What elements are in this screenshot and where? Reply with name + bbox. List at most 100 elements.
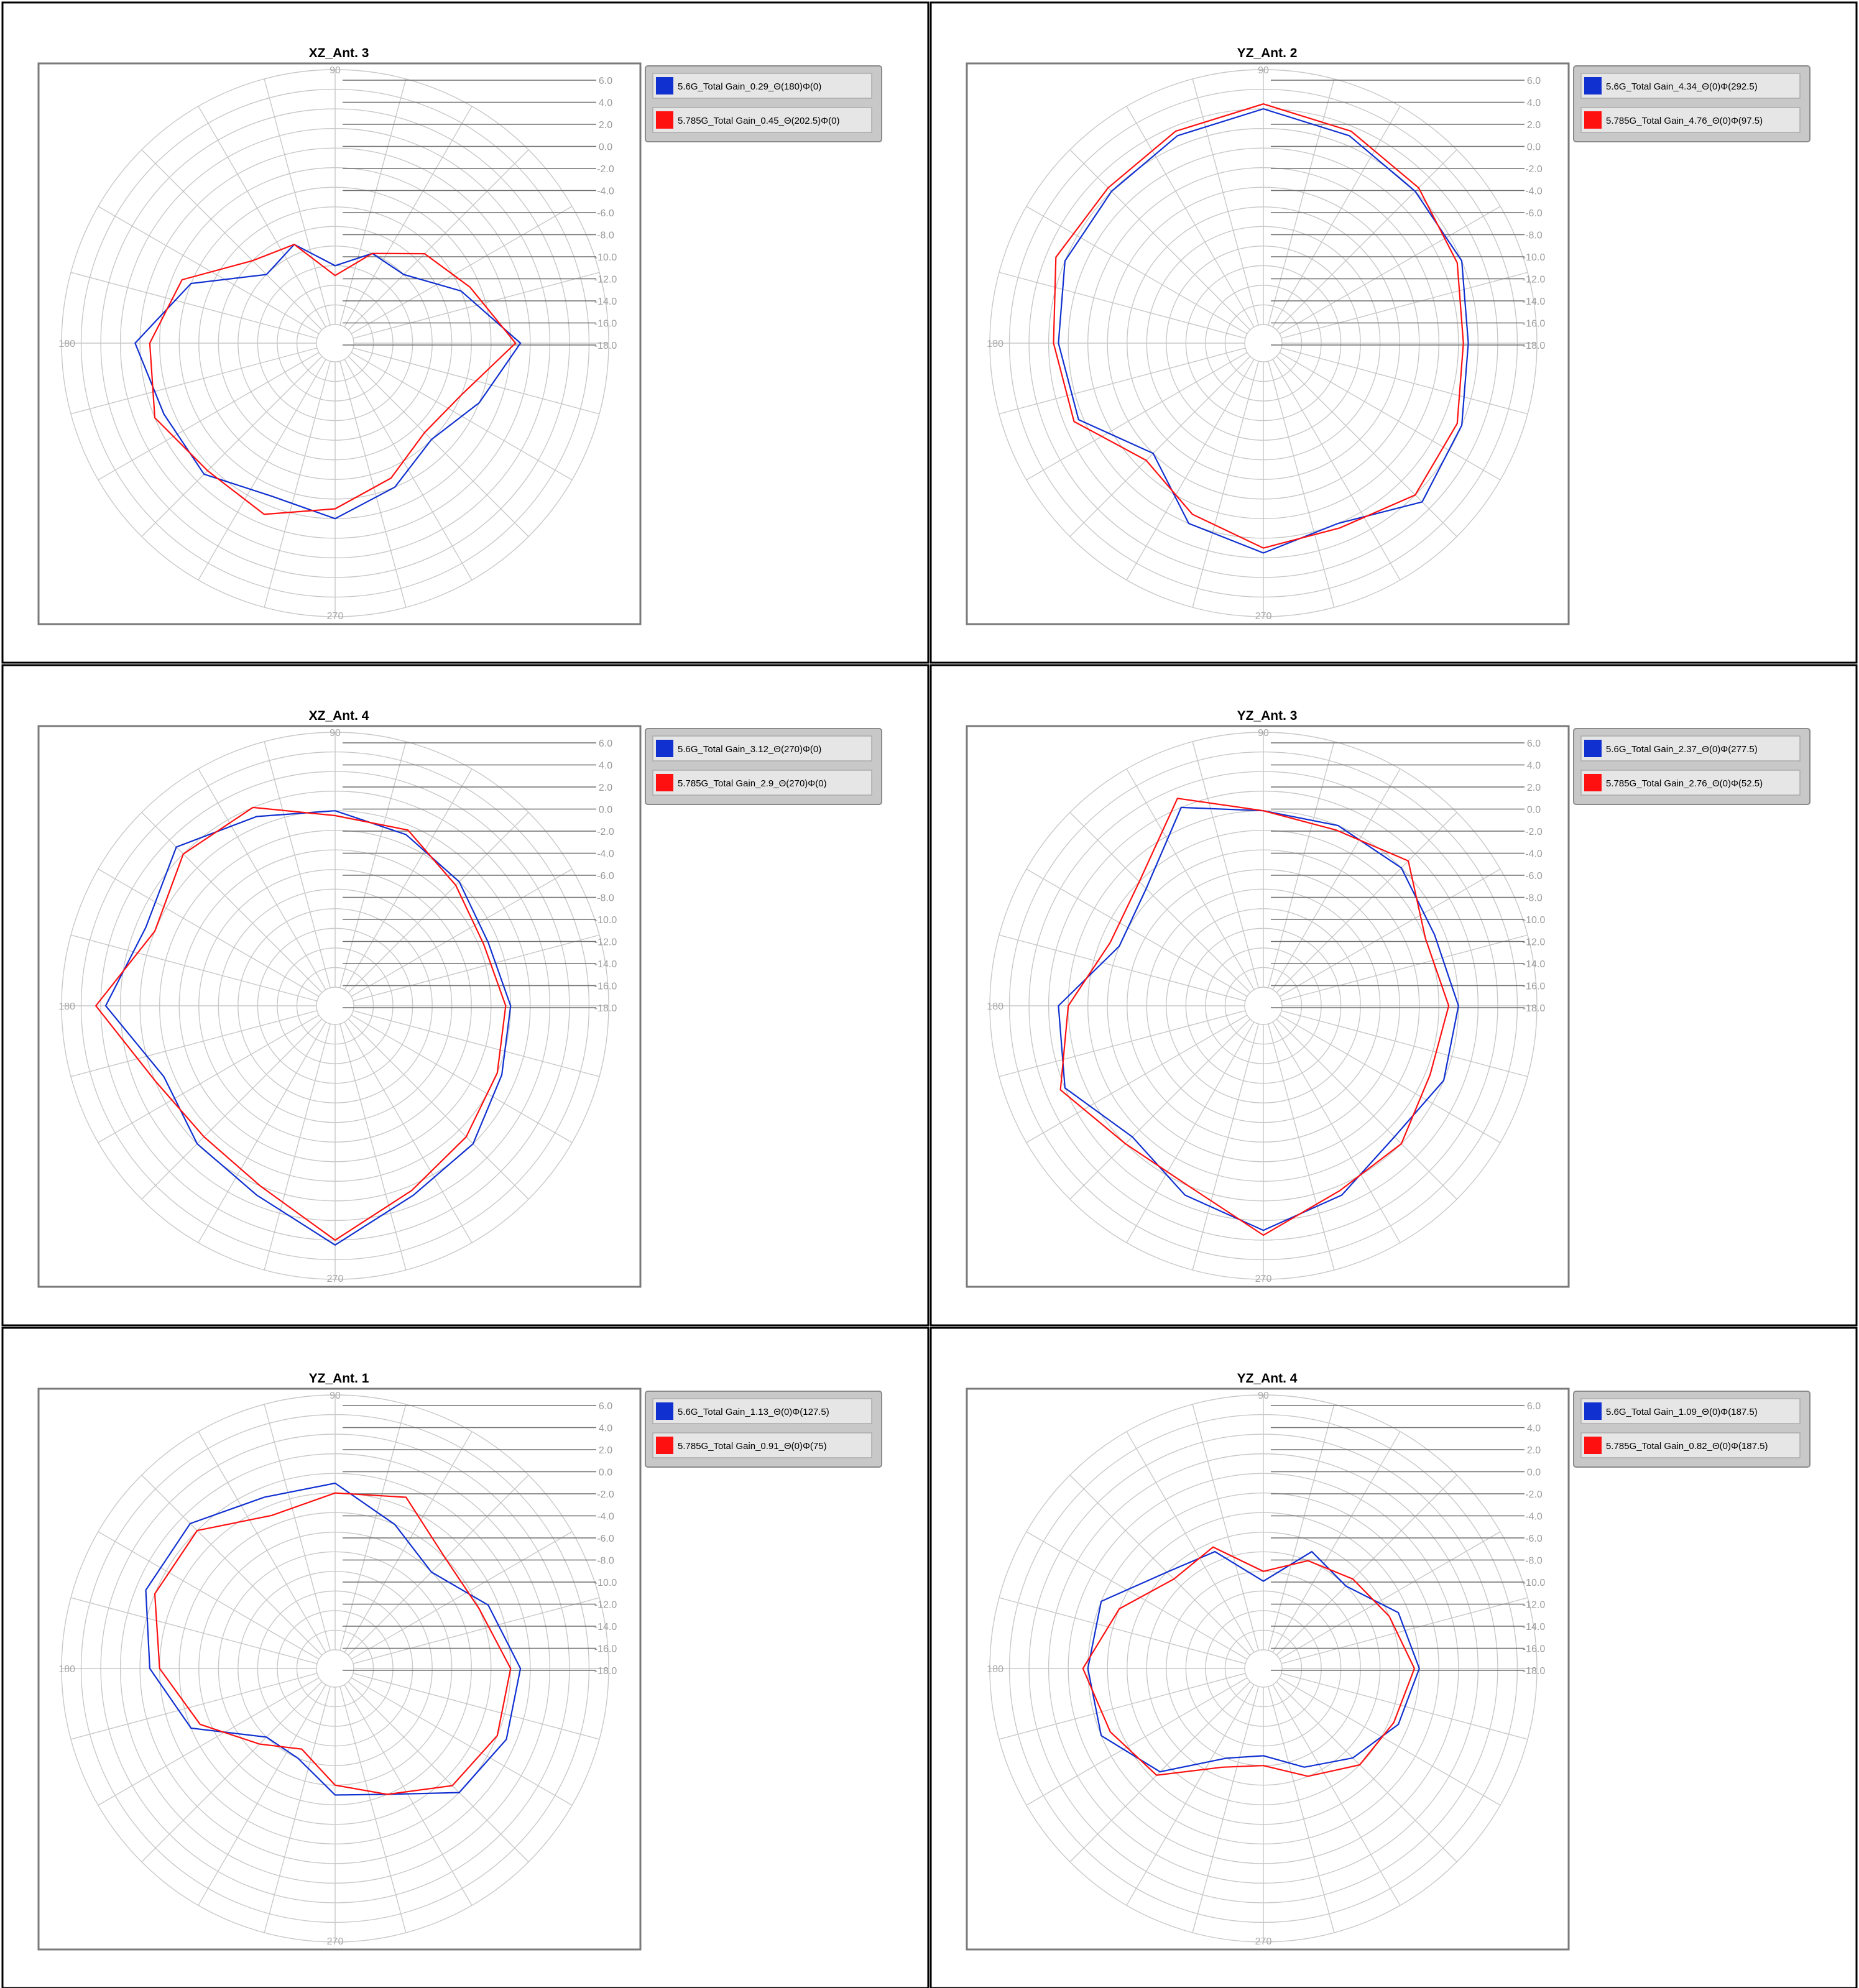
polar-spoke [1272, 1684, 1401, 1906]
legend-swatch [656, 1437, 673, 1454]
polar-spoke [999, 934, 1246, 1001]
angle-label-bottom: 270 [1255, 1274, 1272, 1284]
polar-spoke [1268, 1686, 1335, 1933]
plot-frame [37, 725, 642, 1288]
db-tick-label: -2.0 [1525, 164, 1543, 175]
legend-label: 5.6G_Total Gain_4.34_Θ(0)Φ(292.5) [1606, 81, 1758, 92]
polar-spoke [1126, 106, 1255, 328]
trace-series-2 [1059, 798, 1450, 1236]
polar-spoke [141, 149, 323, 331]
polar-spoke [1281, 272, 1528, 339]
legend-label: 5.785G_Total Gain_4.76_Θ(0)Φ(97.5) [1606, 116, 1763, 126]
polar-spoke [999, 272, 1246, 339]
db-tick-label: -6.0 [597, 208, 614, 219]
polar-spoke [264, 1404, 331, 1651]
trace-series-2 [95, 806, 507, 1241]
db-tick-label: -10.0 [594, 1578, 617, 1588]
db-tick-label: -12.0 [594, 937, 617, 948]
polar-spoke [344, 768, 473, 990]
legend-item [652, 1432, 872, 1458]
db-tick-label: -14.0 [1523, 297, 1546, 307]
db-tick-label: -6.0 [1525, 1534, 1543, 1544]
panel-border [1, 1, 930, 664]
db-tick-label: -12.0 [1523, 275, 1546, 285]
angle-label-left: 180 [58, 339, 75, 349]
polar-spoke [70, 1673, 318, 1740]
polar-spoke [344, 1684, 473, 1906]
polar-spoke [339, 78, 407, 326]
db-tick-label: -14.0 [1523, 959, 1546, 970]
chart-panel: YZ_Ant. 1 6.0 4.0 2.0 0.0 -2.0 -4.0 -6.0 -8.0 -10… [1, 1327, 930, 1988]
polar-spoke [1276, 1681, 1457, 1862]
db-tick-label: -10.0 [1523, 252, 1546, 263]
angle-label-bottom: 270 [327, 1936, 344, 1947]
polar-spoke [339, 741, 407, 988]
db-tick-label: -16.0 [594, 319, 617, 329]
polar-spoke [1192, 78, 1259, 326]
polar-spoke [98, 868, 320, 997]
polar-spoke [1126, 768, 1255, 990]
polar-spoke [198, 1021, 326, 1243]
polar-spoke [353, 272, 600, 339]
polar-spoke [351, 206, 573, 334]
db-tick-label: -12.0 [594, 275, 617, 285]
polar-spoke [1268, 78, 1335, 326]
db-tick-label: -16.0 [1523, 982, 1546, 992]
panel-border [930, 1, 1858, 664]
legend-swatch [1584, 77, 1602, 94]
db-tick-label: -18.0 [594, 1666, 617, 1677]
legend-swatch [656, 774, 673, 791]
polar-spoke [1268, 361, 1335, 608]
legend-item [652, 770, 872, 796]
polar-spoke [1276, 356, 1457, 537]
chart-title: YZ_Ant. 4 [1237, 1371, 1298, 1386]
polar-spoke [70, 1010, 318, 1077]
polar-spoke [1279, 1531, 1501, 1660]
polar-spoke [1279, 1015, 1501, 1143]
polar-spoke [1281, 347, 1528, 415]
db-tick-label: -10.0 [594, 252, 617, 263]
polar-spoke [1276, 1018, 1457, 1200]
trace-series-2 [1082, 1546, 1416, 1777]
polar-spoke [141, 812, 323, 993]
db-tick-label: -14.0 [594, 959, 617, 970]
db-tick-label: 4.0 [599, 761, 612, 771]
db-tick-label: -18.0 [594, 341, 617, 351]
polar-spoke [351, 1015, 573, 1143]
db-tick-label: -8.0 [1525, 1556, 1543, 1567]
db-tick-label: 6.0 [599, 76, 612, 86]
panel-border [930, 664, 1858, 1327]
polar-spoke [339, 361, 407, 608]
trace-series-2 [149, 243, 517, 515]
db-tick-label: -12.0 [594, 1600, 617, 1611]
db-tick-label: -18.0 [594, 1003, 617, 1014]
polar-spoke [264, 741, 331, 988]
polar-spoke [1272, 1431, 1401, 1653]
db-tick-label: -2.0 [597, 164, 614, 175]
angle-label-left: 180 [987, 339, 1003, 349]
legend-label: 5.785G_Total Gain_2.9_Θ(270)Φ(0) [678, 778, 827, 789]
polar-spoke [351, 1677, 573, 1806]
db-tick-label: 4.0 [1527, 1424, 1541, 1434]
legend-label: 5.6G_Total Gain_0.29_Θ(180)Φ(0) [678, 81, 821, 92]
polar-spoke [351, 1531, 573, 1660]
panel-border [1, 664, 930, 1327]
angle-label-top: 90 [330, 1391, 341, 1401]
db-tick-label: -8.0 [1525, 231, 1543, 241]
polar-spoke [1272, 768, 1401, 990]
polar-spoke [1069, 1018, 1251, 1200]
chart-panel: YZ_Ant. 4 6.0 4.0 2.0 0.0 -2.0 -4.0 -6.0 -8.0 -10… [930, 1327, 1858, 1988]
polar-spoke [1272, 1021, 1401, 1243]
polar-spoke [353, 934, 600, 1001]
db-tick-label: 0.0 [1527, 142, 1541, 153]
polar-spoke [999, 1597, 1246, 1664]
polar-spoke [1279, 868, 1501, 997]
db-tick-label: 6.0 [599, 1401, 612, 1412]
legend-item [1580, 1432, 1801, 1458]
legend-label: 5.6G_Total Gain_1.13_Θ(0)Φ(127.5) [678, 1407, 829, 1417]
legend-item [1580, 73, 1801, 99]
db-tick-label: -12.0 [1523, 1600, 1546, 1611]
db-tick-label: 6.0 [1527, 739, 1541, 749]
legend-swatch [1584, 111, 1602, 129]
